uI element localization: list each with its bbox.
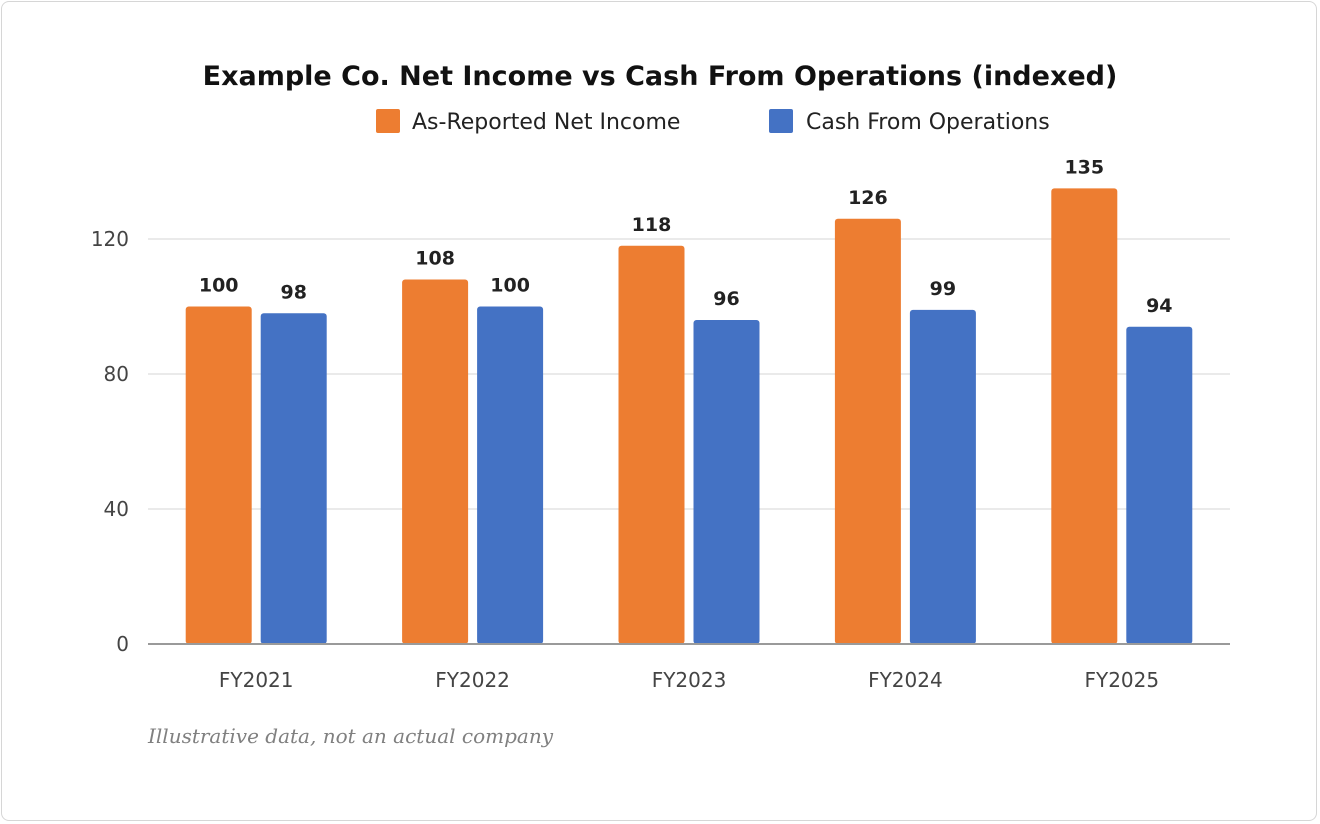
bar-cash-from-operations xyxy=(260,313,327,644)
gridlines xyxy=(148,238,1230,510)
data-labels: 100 98 108 100 118 96 126 99 135 94 xyxy=(199,156,1173,316)
x-tick-label: FY2025 xyxy=(1084,668,1159,692)
bar-net-income xyxy=(402,279,469,644)
bar-net-income xyxy=(185,306,252,644)
bar-cash-from-operations xyxy=(1126,326,1193,644)
bar-net-income xyxy=(618,245,685,644)
bar-net-income xyxy=(1051,188,1118,644)
legend-swatch-cash-from-operations xyxy=(769,109,793,133)
chart-title: Example Co. Net Income vs Cash From Oper… xyxy=(203,61,1118,92)
y-axis: 0 40 80 120 xyxy=(91,227,129,656)
data-label: 100 xyxy=(199,275,239,297)
data-label: 126 xyxy=(848,187,888,209)
data-label: 118 xyxy=(632,214,672,236)
bar-net-income xyxy=(834,218,901,644)
x-tick-label: FY2022 xyxy=(435,668,510,692)
legend-label-cash-from-operations: Cash From Operations xyxy=(806,110,1050,135)
y-tick-label: 120 xyxy=(91,227,129,251)
data-label: 100 xyxy=(490,275,530,297)
y-tick-label: 40 xyxy=(104,497,129,521)
x-tick-label: FY2024 xyxy=(868,668,943,692)
x-tick-label: FY2023 xyxy=(652,668,727,692)
data-label: 135 xyxy=(1064,156,1104,178)
chart-caption: Illustrative data, not an actual company xyxy=(147,724,554,748)
data-label: 108 xyxy=(415,248,455,270)
bars xyxy=(185,188,1193,644)
x-tick-label: FY2021 xyxy=(219,668,294,692)
data-label: 99 xyxy=(930,278,956,300)
y-tick-label: 80 xyxy=(104,362,129,386)
legend-label-net-income: As-Reported Net Income xyxy=(412,110,680,135)
legend-swatch-net-income xyxy=(376,109,400,133)
legend: As-Reported Net Income Cash From Operati… xyxy=(376,109,1050,135)
bar-cash-from-operations xyxy=(693,320,760,644)
y-tick-label: 0 xyxy=(116,632,129,656)
data-label: 94 xyxy=(1146,295,1172,317)
data-label: 98 xyxy=(280,281,306,303)
x-axis: FY2021 FY2022 FY2023 FY2024 FY2025 xyxy=(148,643,1230,692)
bar-cash-from-operations xyxy=(477,306,544,644)
bar-cash-from-operations xyxy=(909,309,976,644)
data-label: 96 xyxy=(713,288,739,310)
